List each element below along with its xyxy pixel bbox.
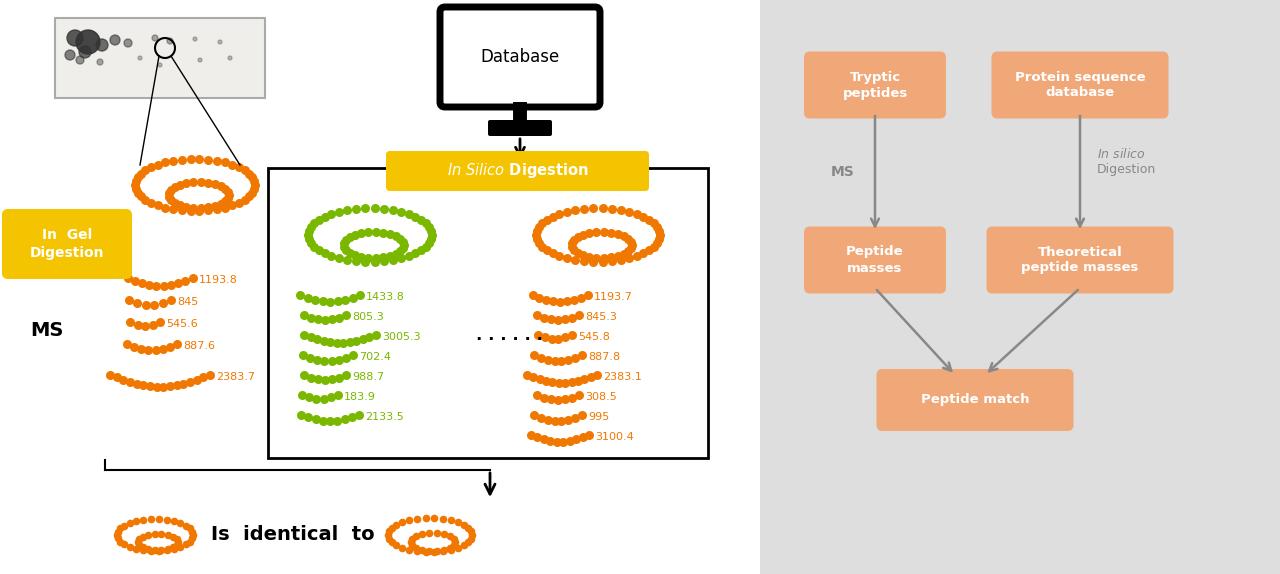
Text: MS: MS xyxy=(29,320,64,339)
Circle shape xyxy=(65,50,76,60)
Text: 1193.8: 1193.8 xyxy=(198,275,237,285)
FancyBboxPatch shape xyxy=(55,18,265,98)
Text: 845: 845 xyxy=(177,297,198,307)
Text: Peptide match: Peptide match xyxy=(920,394,1029,406)
Circle shape xyxy=(218,40,221,44)
Text: Is  identical  to: Is identical to xyxy=(211,526,375,545)
Text: 995: 995 xyxy=(588,412,609,422)
Text: 702.4: 702.4 xyxy=(358,352,390,362)
Circle shape xyxy=(96,39,108,51)
Circle shape xyxy=(138,56,142,60)
Text: 2383.1: 2383.1 xyxy=(603,372,641,382)
FancyBboxPatch shape xyxy=(440,7,600,107)
Circle shape xyxy=(79,46,91,58)
Text: 988.7: 988.7 xyxy=(352,372,384,382)
Circle shape xyxy=(166,38,173,44)
Text: 3005.3: 3005.3 xyxy=(381,332,421,342)
FancyBboxPatch shape xyxy=(3,209,132,279)
FancyBboxPatch shape xyxy=(804,227,946,293)
Circle shape xyxy=(228,56,232,60)
Text: Theoretical
peptide masses: Theoretical peptide masses xyxy=(1021,246,1139,274)
Text: 545.8: 545.8 xyxy=(579,332,609,342)
FancyBboxPatch shape xyxy=(992,52,1169,118)
FancyBboxPatch shape xyxy=(877,369,1074,431)
Circle shape xyxy=(67,30,83,46)
Circle shape xyxy=(193,37,197,41)
Text: MS: MS xyxy=(831,165,854,179)
Text: · · · · · ·: · · · · · · xyxy=(476,331,544,349)
Text: Protein sequence
database: Protein sequence database xyxy=(1015,71,1146,99)
FancyBboxPatch shape xyxy=(488,120,552,136)
Circle shape xyxy=(124,39,132,47)
Circle shape xyxy=(97,59,102,65)
Bar xyxy=(760,0,1280,574)
Text: 1433.8: 1433.8 xyxy=(366,292,404,302)
Text: $\it{In\ silico}$
Digestion: $\it{In\ silico}$ Digestion xyxy=(1097,148,1156,176)
FancyBboxPatch shape xyxy=(987,227,1174,293)
Text: 887.8: 887.8 xyxy=(588,352,620,362)
Text: 545.6: 545.6 xyxy=(166,319,197,329)
Circle shape xyxy=(157,63,163,67)
Circle shape xyxy=(76,56,84,64)
Text: 183.9: 183.9 xyxy=(344,392,376,402)
Circle shape xyxy=(76,30,100,54)
Text: 308.5: 308.5 xyxy=(585,392,617,402)
Circle shape xyxy=(110,35,120,45)
Text: 2133.5: 2133.5 xyxy=(365,412,403,422)
Text: 1193.7: 1193.7 xyxy=(594,292,632,302)
Text: 2383.7: 2383.7 xyxy=(216,372,255,382)
Text: Tryptic
peptides: Tryptic peptides xyxy=(842,71,908,99)
Text: 845.3: 845.3 xyxy=(585,312,617,322)
Text: 805.3: 805.3 xyxy=(352,312,384,322)
Circle shape xyxy=(152,35,157,41)
Text: Peptide
masses: Peptide masses xyxy=(846,246,904,274)
Text: In  Gel
Digestion: In Gel Digestion xyxy=(29,228,104,259)
Text: Database: Database xyxy=(480,48,559,66)
Text: 3100.4: 3100.4 xyxy=(595,432,634,442)
FancyBboxPatch shape xyxy=(804,52,946,118)
FancyBboxPatch shape xyxy=(387,151,649,191)
Text: $\it{In\ Silico}$ Digestion: $\it{In\ Silico}$ Digestion xyxy=(447,161,589,180)
Text: 887.6: 887.6 xyxy=(183,341,215,351)
Circle shape xyxy=(198,58,202,62)
FancyBboxPatch shape xyxy=(268,168,708,458)
